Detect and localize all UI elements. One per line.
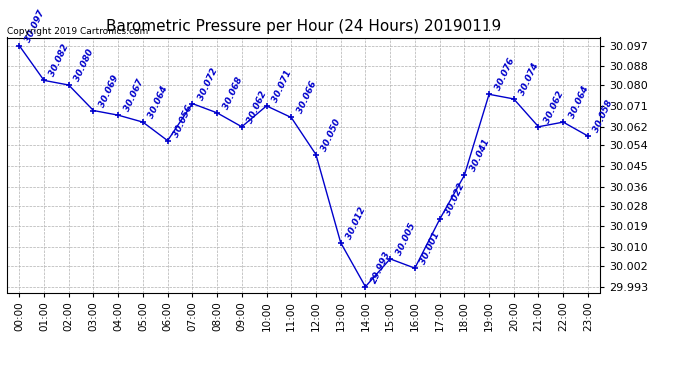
Text: 30.050: 30.050 — [320, 117, 343, 152]
Text: 30.064: 30.064 — [147, 85, 170, 120]
Text: 30.062: 30.062 — [542, 89, 565, 124]
Text: 30.064: 30.064 — [567, 85, 590, 120]
Text: 30.071: 30.071 — [270, 69, 293, 104]
Text: 30.058: 30.058 — [592, 99, 615, 134]
Text: 30.076: 30.076 — [493, 57, 516, 92]
Text: Pressure  (Inches/Hg): Pressure (Inches/Hg) — [487, 28, 600, 38]
Text: 30.072: 30.072 — [197, 66, 219, 101]
Text: 30.097: 30.097 — [23, 8, 46, 44]
Text: 29.993: 29.993 — [370, 249, 393, 285]
Text: 30.066: 30.066 — [295, 80, 318, 115]
Text: 30.022: 30.022 — [444, 182, 466, 217]
Text: 30.001: 30.001 — [419, 231, 442, 266]
Text: 30.005: 30.005 — [394, 222, 417, 257]
Text: 30.068: 30.068 — [221, 75, 244, 111]
Text: 30.012: 30.012 — [345, 205, 368, 240]
Title: Barometric Pressure per Hour (24 Hours) 20190119: Barometric Pressure per Hour (24 Hours) … — [106, 18, 501, 33]
Text: Copyright 2019 Cartronics.com: Copyright 2019 Cartronics.com — [7, 27, 148, 36]
Text: 30.041: 30.041 — [469, 138, 491, 173]
Text: 30.080: 30.080 — [73, 48, 96, 83]
Text: 30.056: 30.056 — [172, 103, 195, 138]
Text: 30.069: 30.069 — [97, 73, 120, 108]
Text: 30.062: 30.062 — [246, 89, 268, 124]
Text: 30.082: 30.082 — [48, 43, 71, 78]
Text: 30.074: 30.074 — [518, 62, 541, 97]
Text: 30.067: 30.067 — [122, 78, 145, 113]
